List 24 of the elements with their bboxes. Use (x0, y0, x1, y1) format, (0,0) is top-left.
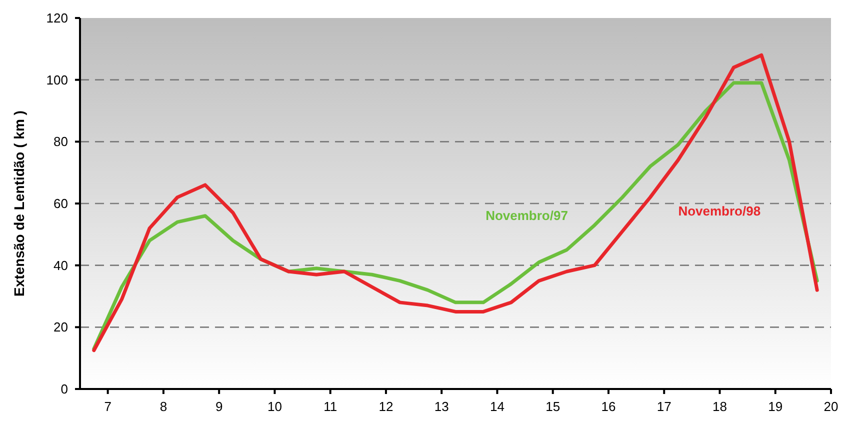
x-tick-label: 8 (160, 399, 168, 414)
y-tick-label: 60 (54, 196, 68, 212)
y-tick-label: 100 (46, 72, 68, 88)
x-tick-label: 14 (490, 399, 504, 414)
y-tick-label: 120 (46, 10, 68, 26)
y-axis-title: Extensão de Lentidão ( km ) (11, 110, 27, 296)
x-tick-label: 15 (546, 399, 560, 414)
x-tick-label: 9 (215, 399, 223, 414)
x-tick-label: 7 (104, 399, 112, 414)
x-tick-label: 11 (324, 399, 338, 414)
x-tick-label: 18 (712, 399, 727, 414)
y-tick-label: 20 (54, 320, 68, 335)
text: Novembro/98 (678, 203, 761, 218)
y-tick-label: 40 (54, 258, 68, 273)
x-tick-label: 10 (267, 399, 282, 414)
series-label: Novembro/97 (486, 208, 568, 223)
x-tick-label: 19 (768, 399, 783, 414)
y-tick-label: 80 (54, 134, 68, 150)
x-tick-label: 13 (434, 399, 449, 414)
x-tick-label: 12 (378, 399, 394, 414)
x-tick-label: 16 (601, 399, 616, 414)
x-tick-label: 20 (824, 399, 838, 414)
x-tick-label: 17 (656, 399, 672, 414)
y-tick-label: 0 (60, 382, 68, 397)
